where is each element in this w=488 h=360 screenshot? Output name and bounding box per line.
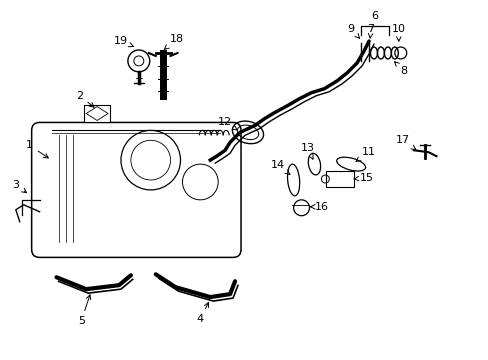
Text: 17: 17 xyxy=(395,135,415,150)
Text: 1: 1 xyxy=(26,140,48,158)
Text: 3: 3 xyxy=(12,180,26,193)
Text: 10: 10 xyxy=(391,24,405,41)
Text: 16: 16 xyxy=(310,202,328,212)
Text: 14: 14 xyxy=(270,160,289,175)
Text: 4: 4 xyxy=(196,302,208,324)
Text: 9: 9 xyxy=(347,24,359,39)
FancyBboxPatch shape xyxy=(325,171,353,187)
Text: 13: 13 xyxy=(300,143,314,159)
Text: 15: 15 xyxy=(353,173,373,183)
Text: 12: 12 xyxy=(218,117,237,130)
FancyBboxPatch shape xyxy=(84,105,110,122)
Text: 7: 7 xyxy=(366,24,374,38)
Text: 18: 18 xyxy=(164,34,183,49)
Text: 5: 5 xyxy=(78,295,90,326)
Text: 8: 8 xyxy=(394,62,407,76)
Text: 19: 19 xyxy=(114,36,133,47)
FancyBboxPatch shape xyxy=(32,122,241,257)
Text: 2: 2 xyxy=(76,91,94,107)
Text: 11: 11 xyxy=(355,147,375,162)
Text: 6: 6 xyxy=(371,11,378,21)
